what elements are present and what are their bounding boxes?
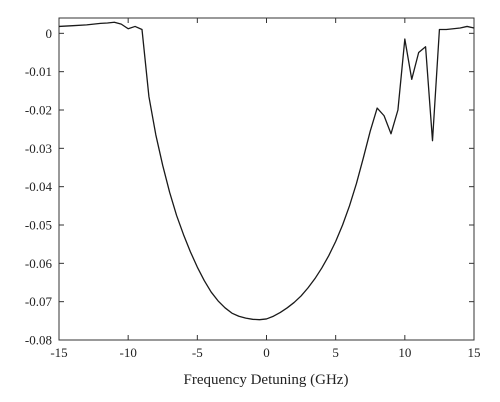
data-point [438, 28, 441, 31]
data-point [362, 156, 365, 159]
y-tick-label: -0.03 [25, 141, 52, 156]
data-point [168, 191, 171, 194]
y-tick-label: -0.05 [25, 218, 52, 233]
y-tick-label: -0.07 [25, 294, 53, 309]
data-point [210, 291, 213, 294]
y-tick-label: -0.08 [25, 333, 52, 348]
data-point [127, 27, 130, 30]
data-point [258, 318, 261, 321]
data-point [279, 311, 282, 314]
data-point [320, 266, 323, 269]
data-point [134, 25, 137, 28]
data-point [237, 315, 240, 318]
data-point [120, 23, 123, 26]
data-point [369, 130, 372, 133]
data-point [265, 317, 268, 320]
data-point [85, 23, 88, 26]
plot-frame [58, 17, 475, 341]
data-point [293, 301, 296, 304]
data-point [182, 233, 185, 236]
data-point [272, 315, 275, 318]
y-axis: 0 -0.01 -0.02 -0.03 -0.04 -0.05 -0.06 -0.07 -0.0… [25, 26, 474, 348]
data-point [224, 306, 227, 309]
data-point [383, 114, 386, 117]
data-point [473, 26, 476, 29]
data-point [154, 133, 157, 136]
y-tick-label: -0.02 [25, 103, 52, 118]
data-point [307, 286, 310, 289]
data-point [203, 279, 206, 282]
data-point [251, 318, 254, 321]
data-point [58, 25, 61, 28]
data-point [327, 254, 330, 257]
data-point [189, 250, 192, 253]
x-tick-label: -10 [119, 345, 136, 360]
data-point [196, 266, 199, 269]
data-point [341, 224, 344, 227]
data-point [466, 25, 469, 28]
data-point [217, 299, 220, 302]
data-point [334, 240, 337, 243]
data-point [417, 51, 420, 54]
data-point [390, 132, 393, 135]
data-point [396, 109, 399, 112]
data-point [300, 294, 303, 297]
data-point [403, 38, 406, 41]
plot-area [58, 17, 476, 341]
data-point [452, 27, 455, 30]
x-tick-label: -5 [192, 345, 203, 360]
data-point [175, 214, 178, 217]
data-point [99, 22, 102, 25]
data-point [445, 28, 448, 31]
y-tick-label: 0 [46, 26, 53, 41]
data-point [313, 277, 316, 280]
data-point [106, 21, 109, 24]
data-point [141, 28, 144, 31]
data-point [230, 312, 233, 315]
y-tick-label: -0.06 [25, 256, 53, 271]
series-line [58, 21, 475, 321]
data-point [244, 317, 247, 320]
data-point [348, 204, 351, 207]
data-point [376, 107, 379, 110]
data-point [147, 95, 150, 98]
y-tick-label: -0.04 [25, 179, 53, 194]
data-point [459, 26, 462, 29]
x-tick-label: 5 [332, 345, 339, 360]
data-point [355, 182, 358, 185]
x-tick-label: -15 [50, 345, 67, 360]
y-tick-label: -0.01 [25, 64, 52, 79]
data-point [424, 45, 427, 48]
x-tick-label: 15 [468, 345, 481, 360]
data-point [71, 24, 74, 27]
data-point [113, 21, 116, 24]
x-tick-label: 10 [398, 345, 411, 360]
data-point [286, 306, 289, 309]
data-point [431, 139, 434, 142]
x-axis-title: Frequency Detuning (GHz) [184, 372, 349, 388]
x-tick-label: 0 [263, 345, 270, 360]
data-point [161, 164, 164, 167]
x-axis: -15 -10 -5 0 5 10 15 [50, 18, 481, 360]
data-point [410, 78, 413, 81]
